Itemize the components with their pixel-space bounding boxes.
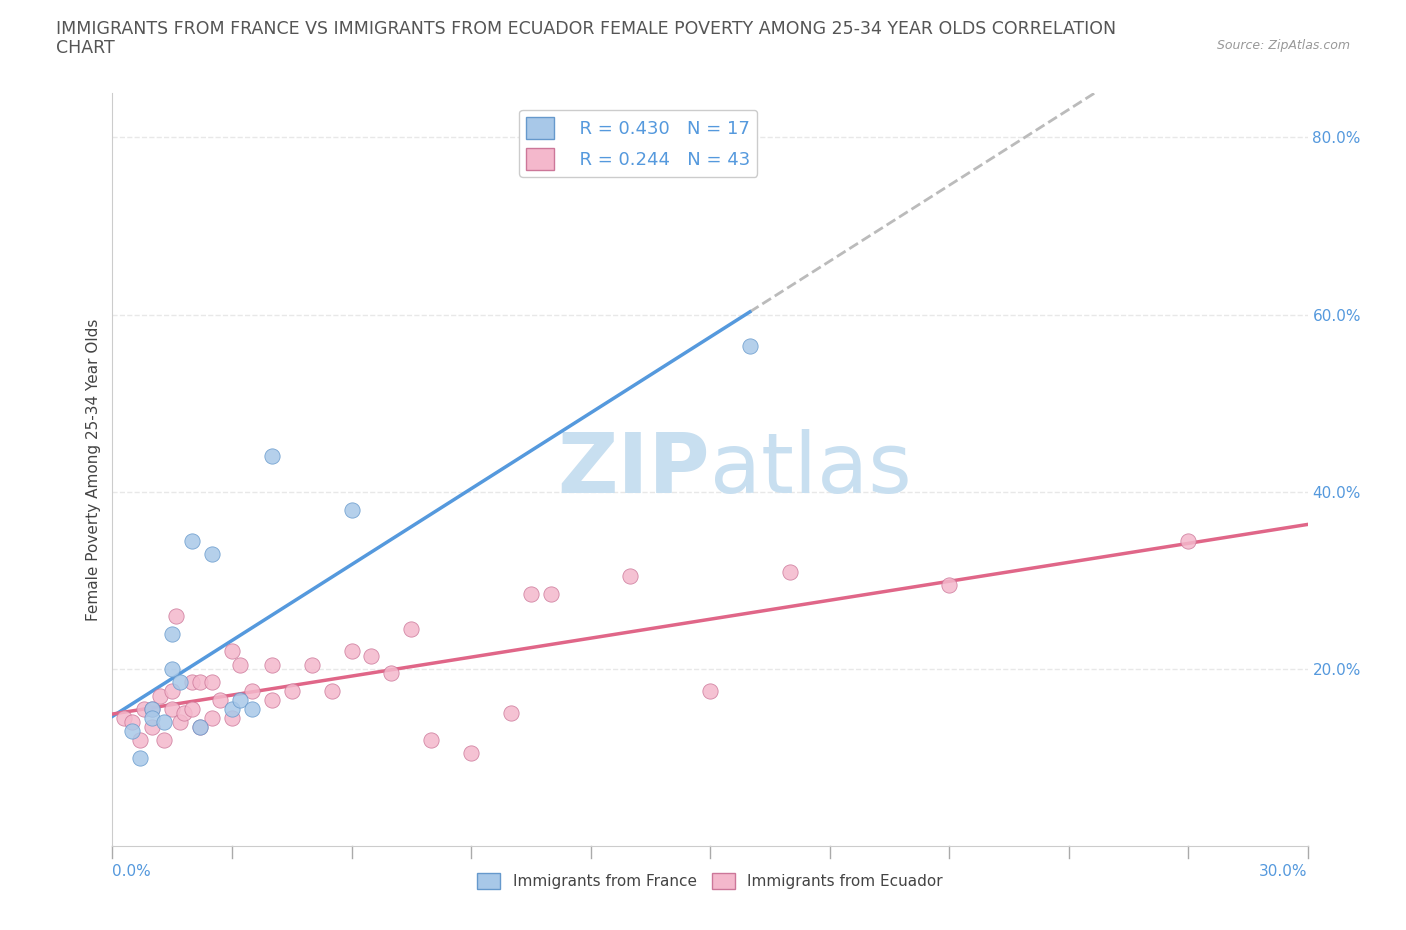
- Point: [121, 724, 143, 738]
- Point: [162, 701, 183, 716]
- Text: 30.0%: 30.0%: [1260, 864, 1308, 880]
- Point: [738, 339, 761, 353]
- Point: [340, 644, 363, 658]
- Y-axis label: Female Poverty Among 25-34 Year Olds: Female Poverty Among 25-34 Year Olds: [86, 318, 101, 621]
- Text: 0.0%: 0.0%: [112, 864, 152, 880]
- Point: [201, 711, 224, 725]
- Point: [201, 675, 224, 690]
- Legend:   R = 0.430   N = 17,   R = 0.244   N = 43: R = 0.430 N = 17, R = 0.244 N = 43: [519, 110, 758, 177]
- Point: [162, 626, 183, 641]
- Text: Source: ZipAtlas.com: Source: ZipAtlas.com: [1216, 39, 1350, 52]
- Point: [141, 711, 163, 725]
- Point: [165, 608, 187, 623]
- Point: [141, 719, 163, 734]
- Point: [209, 693, 232, 708]
- Point: [162, 684, 183, 698]
- Point: [1177, 533, 1199, 548]
- Point: [114, 711, 135, 725]
- Point: [181, 701, 204, 716]
- Point: [188, 719, 211, 734]
- Point: [699, 684, 721, 698]
- Point: [229, 658, 252, 672]
- Point: [129, 733, 152, 748]
- Point: [301, 658, 323, 672]
- Point: [260, 449, 283, 464]
- Point: [281, 684, 304, 698]
- Point: [169, 675, 191, 690]
- Text: CHART: CHART: [56, 39, 115, 57]
- Point: [201, 547, 224, 562]
- Point: [141, 701, 163, 716]
- Point: [360, 648, 382, 663]
- Point: [401, 622, 423, 637]
- Point: [938, 578, 960, 592]
- Point: [779, 565, 801, 579]
- Point: [460, 746, 482, 761]
- Point: [229, 693, 252, 708]
- Point: [121, 715, 143, 730]
- Point: [321, 684, 343, 698]
- Point: [260, 658, 283, 672]
- Point: [173, 706, 195, 721]
- Point: [181, 533, 204, 548]
- Point: [134, 701, 156, 716]
- Point: [188, 675, 211, 690]
- Text: IMMIGRANTS FROM FRANCE VS IMMIGRANTS FROM ECUADOR FEMALE POVERTY AMONG 25-34 YEA: IMMIGRANTS FROM FRANCE VS IMMIGRANTS FRO…: [56, 20, 1116, 38]
- Point: [153, 715, 176, 730]
- Point: [162, 661, 183, 676]
- Point: [169, 715, 191, 730]
- Point: [260, 693, 283, 708]
- Point: [420, 733, 443, 748]
- Point: [499, 706, 522, 721]
- Point: [221, 701, 243, 716]
- Point: [240, 701, 263, 716]
- Point: [520, 586, 543, 601]
- Point: [380, 666, 402, 681]
- Point: [221, 644, 243, 658]
- Text: atlas: atlas: [710, 429, 911, 511]
- Point: [149, 688, 172, 703]
- Point: [540, 586, 562, 601]
- Point: [619, 568, 641, 583]
- Point: [153, 733, 176, 748]
- Point: [221, 711, 243, 725]
- Text: ZIP: ZIP: [558, 429, 710, 511]
- Point: [188, 719, 211, 734]
- Point: [240, 684, 263, 698]
- Point: [141, 701, 163, 716]
- Point: [181, 675, 204, 690]
- Point: [129, 751, 152, 765]
- Point: [340, 502, 363, 517]
